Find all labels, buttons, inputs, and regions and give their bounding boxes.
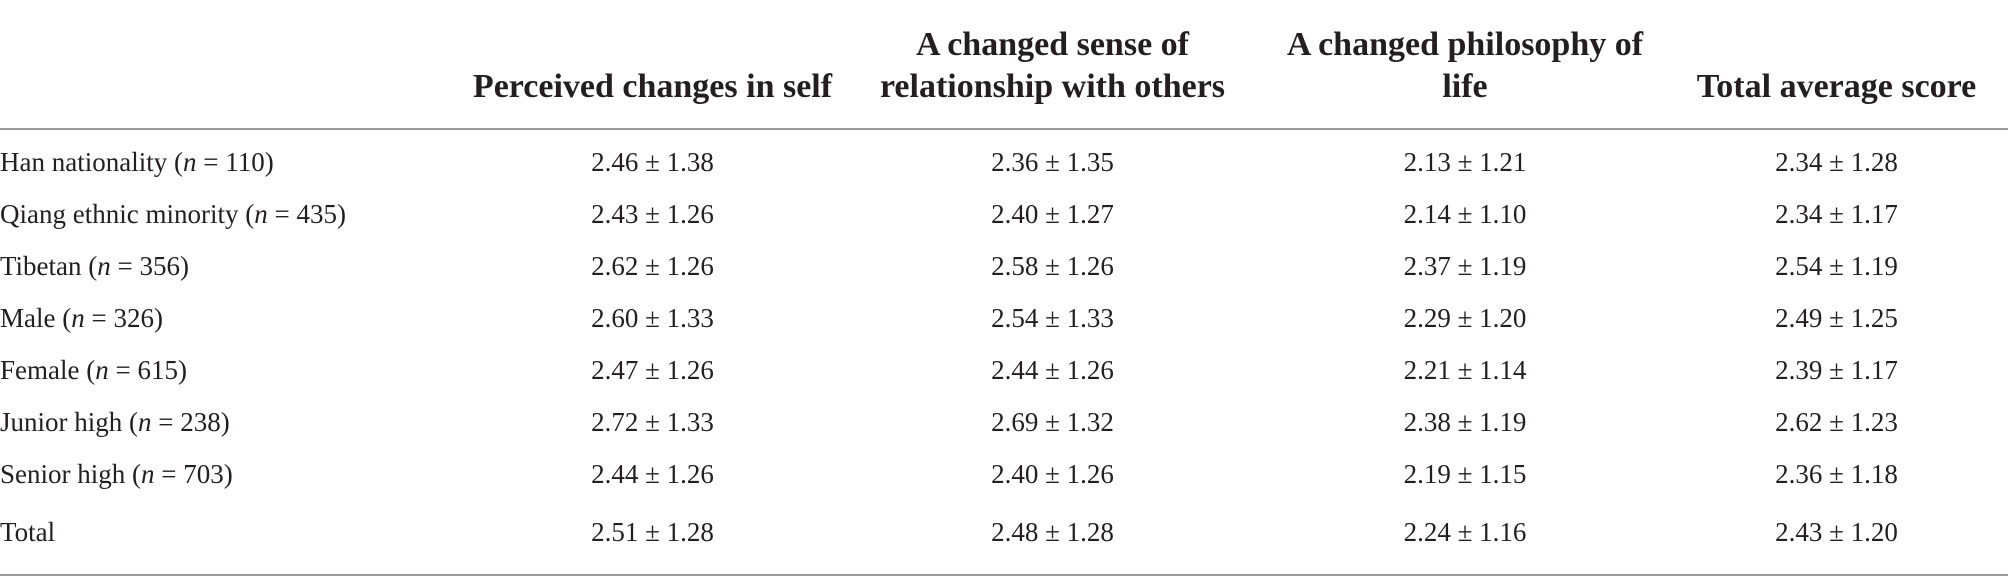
- cell-total-average-score: 2.49 ± 1.25: [1775, 302, 1898, 333]
- sample-size-symbol: n: [182, 146, 197, 177]
- cell-total-average-score: 2.34 ± 1.17: [1775, 198, 1898, 229]
- cell-perceived-changes-in-self: 2.47 ± 1.26: [591, 354, 714, 385]
- row-group-name: Female: [0, 354, 80, 385]
- sample-size-value: 110: [225, 146, 265, 177]
- sample-size-value: 435: [296, 198, 337, 229]
- header-row: Perceived changes in self A changed sens…: [0, 0, 2008, 130]
- cell-total-average-score: 2.36 ± 1.18: [1775, 458, 1898, 489]
- table-row: Male (n = 326) 2.60 ± 1.33 2.54 ± 1.33 2.29…: [0, 292, 2008, 344]
- sample-size-symbol: n: [254, 198, 268, 229]
- sample-size-symbol: n: [95, 354, 109, 385]
- table-row: Total 2.51 ± 1.28 2.48 ± 1.28 2.24 ± 1.16 2.…: [0, 500, 2008, 576]
- row-label: Total: [0, 500, 465, 576]
- table-row: Qiang ethnic minority (n = 435) 2.43 ± 1.…: [0, 188, 2008, 240]
- sample-size-value: 326: [113, 302, 154, 333]
- cell-changed-philosophy-of-life: 2.19 ± 1.15: [1403, 458, 1527, 489]
- sample-size-symbol: n: [141, 458, 155, 489]
- cell-perceived-changes-in-self: 2.44 ± 1.26: [591, 458, 714, 489]
- cell-total-average-score: 2.62 ± 1.23: [1775, 406, 1898, 437]
- row-label: Senior high (n = 703): [0, 458, 233, 489]
- cell-changed-philosophy-of-life: 2.21 ± 1.14: [1403, 354, 1527, 385]
- row-group-name: Tibetan: [0, 250, 82, 281]
- row-label: Male (n = 326): [0, 302, 163, 333]
- cell-perceived-changes-in-self: 2.72 ± 1.33: [591, 406, 714, 437]
- row-label: Junior high (n = 238): [0, 406, 230, 437]
- header-stub: [0, 0, 465, 130]
- row-group-name: Qiang ethnic minority: [0, 198, 239, 229]
- table-row: Junior high (n = 238) 2.72 ± 1.33 2.69 ± 1…: [0, 396, 2008, 448]
- cell-changed-relationship-with-others: 2.40 ± 1.27: [991, 198, 1114, 229]
- cell-perceived-changes-in-self: 2.60 ± 1.33: [591, 302, 714, 333]
- table-row: Han nationality (n = 110) 2.46 ± 1.38 2.36…: [0, 129, 2008, 188]
- cell-changed-philosophy-of-life: 2.13 ± 1.21: [1403, 146, 1527, 177]
- row-label: Tibetan (n = 356): [0, 250, 189, 281]
- row-group-name: Han nationality: [0, 146, 168, 177]
- cell-changed-relationship-with-others: 2.48 ± 1.28: [840, 500, 1265, 576]
- cell-perceived-changes-in-self: 2.43 ± 1.26: [591, 198, 714, 229]
- header-perceived-changes-in-self: Perceived changes in self: [465, 0, 840, 130]
- sample-size-value: 356: [139, 250, 181, 281]
- cell-total-average-score: 2.34 ± 1.28: [1775, 146, 1898, 177]
- row-label: Qiang ethnic minority (n = 435): [0, 198, 346, 229]
- row-group-name: Total: [0, 516, 56, 547]
- cell-total-average-score: 2.54 ± 1.19: [1775, 250, 1898, 281]
- sample-size-symbol: n: [71, 302, 85, 333]
- cell-total-average-score: 2.39 ± 1.17: [1775, 354, 1898, 385]
- header-changed-philosophy-of-life: A changed philosophy of life: [1265, 0, 1665, 130]
- cell-changed-relationship-with-others: 2.54 ± 1.33: [991, 302, 1114, 333]
- row-group-name: Senior high: [0, 458, 126, 489]
- cell-changed-philosophy-of-life: 2.29 ± 1.20: [1403, 302, 1527, 333]
- cell-perceived-changes-in-self: 2.46 ± 1.38: [591, 146, 714, 177]
- cell-changed-relationship-with-others: 2.44 ± 1.26: [991, 354, 1114, 385]
- cell-changed-relationship-with-others: 2.40 ± 1.26: [991, 458, 1114, 489]
- cell-changed-philosophy-of-life: 2.37 ± 1.19: [1403, 250, 1527, 281]
- table-row: Senior high (n = 703) 2.44 ± 1.26 2.40 ± 1…: [0, 448, 2008, 500]
- table-row: Female (n = 615) 2.47 ± 1.26 2.44 ± 1.26 2.…: [0, 344, 2008, 396]
- cell-perceived-changes-in-self: 2.51 ± 1.28: [465, 500, 840, 576]
- cell-perceived-changes-in-self: 2.62 ± 1.26: [591, 250, 714, 281]
- sample-size-symbol: n: [97, 250, 111, 281]
- table-header: Perceived changes in self A changed sens…: [0, 0, 2008, 130]
- cell-changed-philosophy-of-life: 2.38 ± 1.19: [1403, 406, 1527, 437]
- header-total-average-score: Total average score: [1665, 0, 2008, 130]
- cell-changed-relationship-with-others: 2.36 ± 1.35: [991, 146, 1114, 177]
- cell-total-average-score: 2.43 ± 1.20: [1665, 500, 2008, 576]
- cell-changed-relationship-with-others: 2.69 ± 1.32: [991, 406, 1114, 437]
- header-changed-relationship-with-others: A changed sense of relationship with oth…: [840, 0, 1265, 130]
- row-label: Han nationality (n = 110): [0, 146, 274, 177]
- sample-size-value: 615: [137, 354, 178, 385]
- row-group-name: Male: [0, 302, 56, 333]
- sample-size-symbol: n: [138, 406, 152, 437]
- sample-size-value: 238: [180, 406, 221, 437]
- table-body: Han nationality (n = 110) 2.46 ± 1.38 2.36…: [0, 129, 2008, 576]
- cell-changed-relationship-with-others: 2.58 ± 1.26: [991, 250, 1114, 281]
- row-label: Female (n = 615): [0, 354, 187, 385]
- row-group-name: Junior high: [0, 406, 123, 437]
- cell-changed-philosophy-of-life: 2.14 ± 1.10: [1403, 198, 1527, 229]
- cell-changed-philosophy-of-life: 2.24 ± 1.16: [1265, 500, 1665, 576]
- sample-size-value: 703: [183, 458, 224, 489]
- table-row: Tibetan (n = 356) 2.62 ± 1.26 2.58 ± 1.26 2…: [0, 240, 2008, 292]
